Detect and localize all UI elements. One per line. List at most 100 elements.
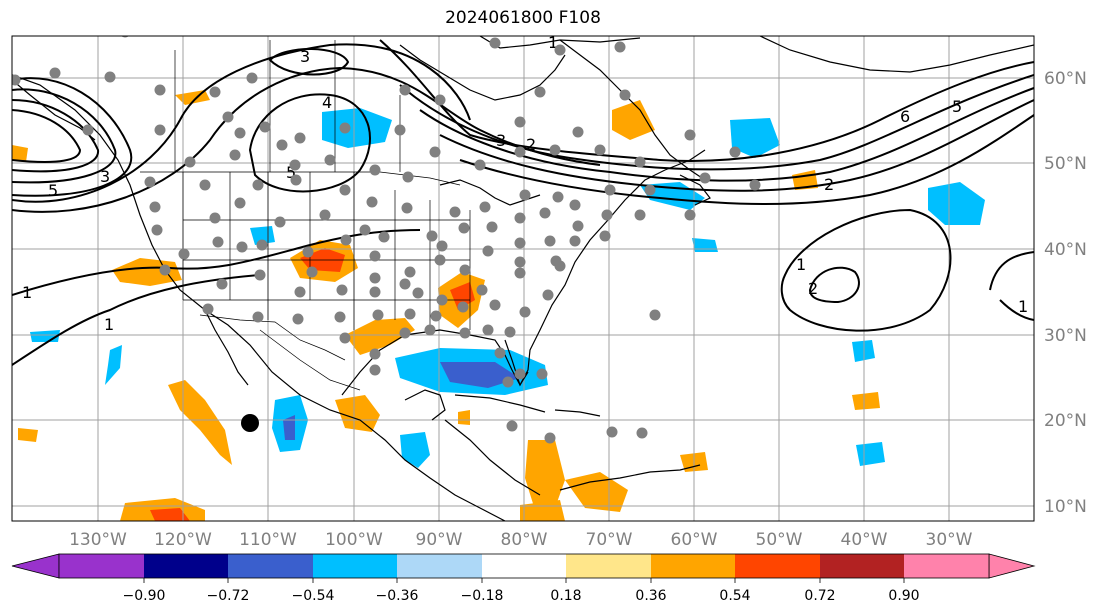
station-dot (49, 67, 61, 79)
lon-label: 120°W (154, 530, 212, 550)
lon-label: 110°W (239, 530, 297, 550)
station-dot (319, 209, 331, 221)
station-dot (82, 124, 94, 136)
station-dot (430, 310, 442, 322)
station-dot (339, 332, 351, 344)
station-dot (256, 239, 268, 251)
longitude-labels: 130°W 120°W 110°W 100°W 90°W 80°W 70°W 6… (69, 530, 973, 550)
station-dot (504, 326, 516, 338)
lat-label: 40°N (1044, 240, 1087, 260)
station-dot (378, 231, 390, 243)
positive-anomaly-region (150, 508, 190, 521)
contour-line (419, 87, 1034, 182)
station-dot (436, 240, 448, 252)
contour-line (989, 251, 1034, 291)
canada-province-lines (174, 40, 401, 172)
positive-anomaly-region (345, 318, 415, 355)
station-dot (619, 89, 631, 101)
station-dot (594, 144, 606, 156)
colorbar-segment (735, 554, 820, 578)
station-dot (199, 179, 211, 191)
central-america-coast (444, 419, 541, 496)
station-dot (569, 199, 581, 211)
contour-line (808, 266, 860, 304)
station-dot (222, 111, 234, 123)
contour-label: 3 (496, 131, 506, 150)
station-dot (184, 156, 196, 168)
colorbar-tick-label: 0.90 (888, 588, 919, 604)
contour-label: 5 (952, 97, 962, 116)
station-dot (534, 86, 546, 98)
colorbar: −0.90 −0.72 −0.54 −0.36 −0.18 0.18 0.36 … (11, 553, 1036, 604)
station-dot (536, 368, 548, 380)
lat-label: 20°N (1044, 411, 1087, 431)
station-dot (606, 426, 618, 438)
station-dot (684, 209, 696, 221)
contour-line (12, 66, 601, 213)
positive-anomaly-region (18, 428, 38, 442)
station-dot (634, 156, 646, 168)
positive-anomaly-region (168, 380, 232, 465)
station-dot (399, 278, 411, 290)
positive-anomaly-region (520, 500, 565, 521)
station-dot (369, 364, 381, 376)
colorbar-tick-label: −0.90 (123, 588, 166, 604)
station-dot (369, 164, 381, 176)
station-dot (554, 260, 566, 272)
lat-label: 10°N (1044, 497, 1087, 517)
contour-label: 6 (900, 107, 910, 126)
colorbar-tick-label: 0.18 (550, 588, 581, 604)
colorbar-tick-label: 0.72 (804, 588, 835, 604)
positive-anomaly-region (12, 145, 28, 162)
station-dot (151, 224, 163, 236)
station-dot (552, 191, 564, 203)
station-dot (212, 236, 224, 248)
station-dot (494, 347, 506, 359)
station-dot (302, 246, 314, 258)
station-dot (569, 235, 581, 247)
contour-label: 2 (824, 175, 834, 194)
colorbar-segment (397, 554, 482, 578)
hudson-bay-coast (399, 44, 566, 101)
colorbar-extend-max (988, 553, 1036, 579)
colorbar-outline (58, 553, 990, 579)
station-dot (614, 41, 626, 53)
contour-line (12, 109, 82, 163)
station-dot (599, 230, 611, 242)
station-dot (634, 209, 646, 221)
colorbar-segment (228, 554, 313, 578)
colorbar-segment (651, 554, 735, 578)
colorbar-tick-label: 0.36 (635, 588, 666, 604)
station-dot (519, 306, 531, 318)
colorbar-tick-label: 0.54 (719, 588, 750, 604)
contour-line (399, 74, 1034, 171)
negative-anomaly-region (400, 432, 430, 468)
station-dot (202, 303, 214, 315)
map-title: 2024061800 F108 (445, 8, 601, 28)
contour-label: 1 (1018, 297, 1028, 316)
cuba-coast (454, 394, 546, 413)
station-dot (178, 248, 190, 260)
contour-label-layer: 3 4 5 3 5 3 2 1 1 1 2 1 2 6 5 1 (22, 36, 1028, 334)
lat-label: 30°N (1044, 326, 1087, 346)
station-dot (482, 324, 494, 336)
station-dot (649, 309, 661, 321)
colorbar-extend-min (11, 553, 60, 579)
station-dot (252, 311, 264, 323)
colorbar-segment (313, 554, 397, 578)
contour-line (780, 208, 952, 332)
contour-label: 2 (808, 279, 818, 298)
station-dot (412, 287, 424, 299)
colorbar-segment (820, 554, 904, 578)
colorbar-segment (482, 554, 566, 578)
contour-line (248, 93, 371, 193)
station-dot (369, 286, 381, 298)
station-dot (476, 284, 488, 296)
station-dot (459, 264, 471, 276)
station-dot (519, 189, 531, 201)
station-dot (514, 212, 526, 224)
political-borders (140, 40, 471, 391)
station-dot (209, 86, 221, 98)
station-dot (514, 237, 526, 249)
lon-label: 70°W (586, 530, 633, 550)
